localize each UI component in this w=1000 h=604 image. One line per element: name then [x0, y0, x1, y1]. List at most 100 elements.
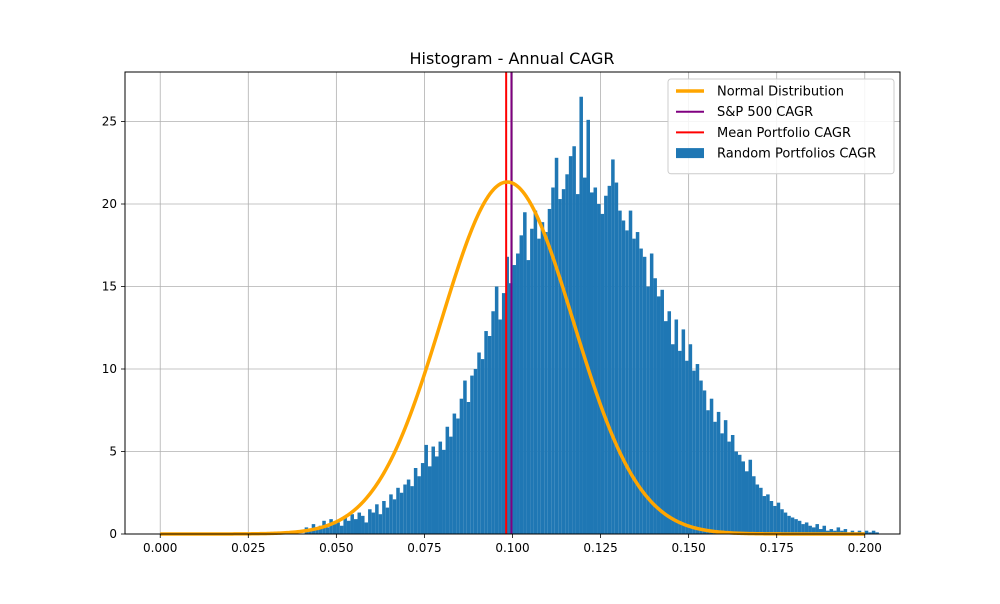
histogram-bar [597, 204, 601, 534]
histogram-bar [790, 517, 795, 534]
legend-swatch [676, 148, 704, 159]
histogram-bar [575, 194, 580, 534]
histogram-bar [600, 213, 605, 534]
histogram-bar [590, 192, 594, 534]
y-tick-label: 10 [102, 362, 117, 376]
histogram-bar [491, 311, 495, 534]
histogram-bar [410, 486, 414, 534]
histogram-bar [604, 195, 608, 534]
histogram-bar [346, 520, 351, 534]
y-tick-label: 20 [102, 197, 117, 211]
histogram-bar [329, 519, 333, 534]
histogram-bar [681, 329, 686, 534]
histogram-bar [368, 509, 372, 534]
y-axis-ticks: 0 5 10 15 20 25 [102, 115, 125, 541]
y-tick-label: 5 [109, 445, 117, 459]
histogram-bar [523, 212, 527, 534]
histogram-bar [702, 390, 707, 534]
histogram-bar [480, 359, 485, 534]
histogram-bar [752, 476, 756, 534]
histogram-bar [692, 370, 696, 534]
histogram-bar [332, 524, 337, 534]
histogram-bar [505, 256, 509, 534]
histogram-bar [797, 520, 802, 534]
histogram-bar [864, 530, 869, 534]
x-tick-label: 0.100 [495, 541, 529, 555]
histogram-bar [829, 529, 834, 534]
y-tick-label: 15 [102, 280, 117, 294]
histogram-bar [663, 321, 668, 534]
histogram-bar [484, 331, 488, 534]
histogram-bar [871, 530, 876, 534]
histogram-bar [776, 502, 781, 534]
histogram-bar [339, 525, 344, 534]
histogram-bar [769, 501, 774, 534]
histogram-bar [843, 529, 848, 534]
x-axis-ticks: 0.000 0.025 0.050 0.075 0.100 0.125 0.150 0.175… [143, 534, 882, 555]
histogram-bar [642, 256, 647, 534]
histogram-bar [632, 238, 636, 534]
histogram-bar [442, 449, 446, 534]
histogram-bar [406, 479, 411, 534]
histogram-bar [487, 336, 492, 534]
histogram-bar [424, 444, 428, 534]
histogram-bar [466, 402, 471, 534]
histogram-bar [699, 380, 703, 534]
histogram-bar [336, 522, 340, 534]
histogram-bar [614, 182, 619, 535]
histogram-bar [723, 420, 728, 534]
histogram-bar [579, 96, 583, 534]
histogram-bar [530, 228, 534, 534]
x-tick-label: 0.000 [143, 541, 177, 555]
histogram-bar [572, 146, 576, 534]
chart-title: Histogram - Annual CAGR [410, 49, 615, 68]
histogram-bar [801, 524, 805, 534]
histogram-bar [516, 253, 520, 534]
histogram-bar [547, 208, 552, 534]
histogram-bar [766, 494, 770, 534]
histogram-bar [378, 514, 383, 534]
histogram-bar [745, 471, 749, 534]
legend-label: Normal Distribution [717, 85, 844, 100]
histogram-bar [783, 512, 788, 534]
histogram-bar [709, 398, 714, 534]
histogram-bar [730, 435, 735, 534]
histogram-bar [685, 360, 689, 534]
histogram-bar [561, 189, 566, 534]
histogram-bar [470, 375, 474, 534]
histogram-bar [473, 369, 478, 534]
histogram-bar [621, 220, 626, 534]
x-tick-label: 0.125 [583, 541, 617, 555]
histogram-bar [875, 532, 879, 534]
histogram-bar [544, 232, 548, 535]
histogram-bar [646, 286, 650, 534]
histogram-bar [695, 364, 700, 534]
histogram-bar [635, 232, 640, 535]
histogram-bar [716, 411, 721, 534]
histogram-bar [318, 525, 323, 534]
histogram-bar [385, 507, 390, 534]
histogram-bar [618, 210, 622, 534]
histogram-bar [822, 525, 827, 534]
histogram-bar [649, 253, 654, 534]
histogram-bar [656, 296, 661, 534]
histogram-bar [794, 519, 798, 534]
histogram-bar [371, 512, 376, 534]
histogram-bar [565, 174, 569, 535]
histogram-bar [737, 454, 742, 534]
histogram-bar [526, 260, 531, 534]
histogram-bar [759, 487, 763, 534]
histogram-bar [537, 238, 541, 534]
histogram-bar [720, 433, 724, 534]
histogram-bar [836, 527, 841, 534]
histogram-bar [431, 446, 435, 534]
histogram-bar [639, 248, 643, 535]
histogram-bar [688, 344, 693, 534]
histogram-bar [868, 532, 872, 534]
histogram-bar [498, 319, 502, 534]
histogram-bar [477, 352, 481, 534]
histogram-bar [787, 515, 791, 534]
histogram-bar [653, 278, 657, 534]
legend: Normal Distribution S&P 500 CAGR Mean Port… [667, 78, 895, 175]
